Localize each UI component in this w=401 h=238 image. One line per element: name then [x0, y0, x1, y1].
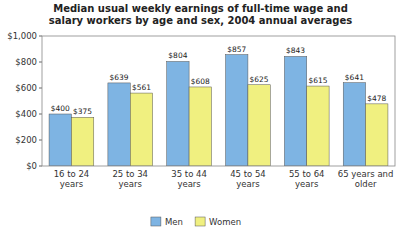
bar — [189, 87, 211, 166]
y-tick — [39, 140, 42, 141]
y-tick — [39, 62, 42, 63]
y-tick-label: $0 — [26, 161, 37, 171]
y-tick-label: $600 — [15, 83, 37, 93]
data-label: $478 — [367, 94, 386, 103]
bar — [284, 56, 306, 166]
data-label: $843 — [286, 46, 305, 55]
y-tick-label: $200 — [15, 135, 37, 145]
bar — [366, 104, 388, 166]
data-label: $804 — [168, 51, 187, 60]
y-tick-label: $1,000 — [7, 31, 37, 41]
data-label: $639 — [110, 73, 129, 82]
bar — [167, 61, 189, 166]
x-tick-label: 55 to 64years — [289, 169, 325, 189]
legend-label: Women — [209, 217, 241, 227]
bar — [49, 114, 71, 166]
y-tick — [39, 36, 42, 37]
data-label: $857 — [227, 45, 246, 54]
title: Median usual weekly earnings of full-tim… — [49, 3, 352, 26]
bar — [71, 117, 93, 166]
bar — [226, 55, 248, 166]
data-label: $400 — [51, 104, 70, 113]
x-tick-label: 45 to 54years — [230, 169, 266, 189]
x-tick-label: 25 to 34years — [112, 169, 148, 189]
y-tick-label: $800 — [15, 57, 37, 67]
legend-swatch — [151, 217, 161, 226]
bar — [343, 83, 365, 166]
data-label: $625 — [250, 75, 269, 84]
legend-swatch — [195, 217, 205, 226]
data-label: $375 — [73, 107, 92, 116]
data-label: $615 — [308, 76, 327, 85]
bar — [307, 86, 329, 166]
x-tick-label: 35 to 44years — [171, 169, 207, 189]
y-tick-label: $400 — [15, 109, 37, 119]
y-tick — [39, 166, 42, 167]
x-tick-label: 16 to 24years — [54, 169, 90, 189]
data-label: $608 — [191, 77, 210, 86]
legend: Men Women — [151, 217, 241, 227]
bars — [49, 55, 388, 166]
legend-label: Men — [165, 217, 183, 227]
plot-frame — [42, 36, 395, 166]
y-tick — [39, 88, 42, 89]
bar — [248, 85, 270, 166]
data-label: $641 — [345, 73, 364, 82]
bar — [130, 93, 152, 166]
x-tick-label: 65 years andolder — [338, 169, 394, 189]
chart: Median usual weekly earnings of full-tim… — [0, 0, 401, 238]
bar — [108, 83, 130, 166]
data-label: $561 — [132, 83, 151, 92]
y-tick — [39, 114, 42, 115]
